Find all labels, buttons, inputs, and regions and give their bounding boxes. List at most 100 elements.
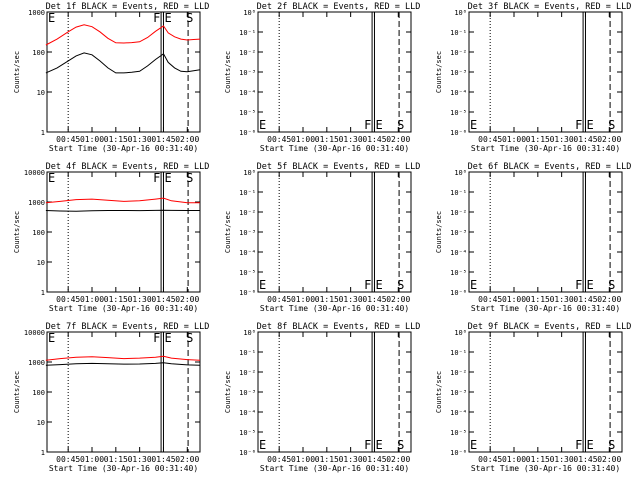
- marker-label: E: [164, 171, 171, 185]
- marker-label: F: [575, 118, 582, 132]
- x-tick-label: 01:45: [573, 295, 597, 304]
- x-tick-label: 01:45: [362, 295, 386, 304]
- y-tick-label: 10⁻³: [239, 389, 256, 397]
- y-tick-label: 10⁻⁵: [239, 109, 256, 117]
- y-tick-label: 10⁻¹: [450, 189, 467, 197]
- plot-frame: [468, 171, 623, 293]
- x-tick-label: 01:15: [104, 455, 128, 464]
- y-tick-label: 10⁻²: [450, 209, 467, 217]
- y-tick-label: 10⁻³: [450, 69, 467, 77]
- panel-det-5: Det 5f BLACK = Events, RED = LLD 10⁻⁶ 10⁻⁵…: [224, 162, 420, 313]
- y-axis-label: Counts/sec: [435, 371, 443, 413]
- marker-label: E: [586, 118, 593, 132]
- x-axis-label: Start Time (30-Apr-16 00:31:40): [471, 464, 620, 473]
- x-tick-label: 01:30: [339, 295, 363, 304]
- y-tick-label: 10⁻³: [239, 69, 256, 77]
- marker-label: S: [186, 11, 193, 25]
- panel-title: Det 8f BLACK = Events, RED = LLD: [257, 322, 421, 332]
- x-tick-label: 01:00: [502, 455, 526, 464]
- marker-label: S: [608, 438, 615, 452]
- panel-title: Det 3f BLACK = Events, RED = LLD: [468, 2, 632, 12]
- y-tick-label: 10⁻⁵: [450, 429, 467, 437]
- x-tick-label: 01:30: [550, 295, 574, 304]
- y-tick-label: 1000: [28, 9, 45, 17]
- marker-label: F: [575, 438, 582, 452]
- x-axis-label: Start Time (30-Apr-16 00:31:40): [49, 304, 198, 313]
- x-tick-label: 02:00: [175, 295, 199, 304]
- panel-title: Det 1f BLACK = Events, RED = LLD: [46, 2, 210, 12]
- panel-det-7: Det 7f BLACK = Events, RED = LLD 1 10 100 10…: [13, 322, 209, 473]
- x-tick-label: 00:45: [267, 295, 291, 304]
- panel-det-9: Det 9f BLACK = Events, RED = LLD 10⁻⁶ 10⁻⁵…: [435, 322, 631, 473]
- y-axis-label: Counts/sec: [435, 211, 443, 253]
- y-tick-label: 10⁻⁴: [239, 409, 256, 417]
- x-tick-label: 01:15: [315, 135, 339, 144]
- y-tick-label: 10⁻⁶: [239, 449, 256, 457]
- y-axis-label: Counts/sec: [435, 51, 443, 93]
- x-tick-label: 01:15: [526, 455, 550, 464]
- x-tick-label: 02:00: [386, 455, 410, 464]
- panel-det-4: Det 4f BLACK = Events, RED = LLD 1 10 100 10…: [13, 162, 209, 313]
- x-axis-label: Start Time (30-Apr-16 00:31:40): [260, 464, 409, 473]
- x-tick-label: 02:00: [597, 135, 621, 144]
- panel-det-1: Det 1f BLACK = Events, RED = LLD 1 10 100 10…: [13, 2, 209, 153]
- y-tick-label: 1: [41, 129, 45, 137]
- panel-title: Det 5f BLACK = Events, RED = LLD: [257, 162, 421, 172]
- x-tick-label: 02:00: [597, 455, 621, 464]
- y-axis-label: Counts/sec: [13, 51, 21, 93]
- plot-frame: [46, 331, 201, 453]
- marker-label: E: [48, 171, 55, 185]
- x-axis-label: Start Time (30-Apr-16 00:31:40): [49, 144, 198, 153]
- y-tick-label: 10⁻¹: [450, 349, 467, 357]
- marker-label: E: [375, 118, 382, 132]
- x-tick-label: 01:45: [573, 135, 597, 144]
- x-tick-label: 00:45: [478, 455, 502, 464]
- marker-label: F: [153, 171, 160, 185]
- marker-label: E: [259, 438, 266, 452]
- y-tick-label: 10⁰: [243, 169, 256, 177]
- marker-label: S: [186, 331, 193, 345]
- panel-det-3: Det 3f BLACK = Events, RED = LLD 10⁻⁶ 10⁻⁵…: [435, 2, 631, 153]
- marker-label: E: [259, 278, 266, 292]
- y-tick-label: 10⁻¹: [239, 29, 256, 37]
- marker-label: E: [470, 438, 477, 452]
- x-tick-label: 01:45: [151, 455, 175, 464]
- y-tick-label: 10⁻⁵: [239, 429, 256, 437]
- x-tick-label: 01:00: [502, 135, 526, 144]
- x-tick-label: 01:15: [104, 295, 128, 304]
- x-tick-label: 01:15: [315, 295, 339, 304]
- x-tick-label: 01:30: [128, 135, 152, 144]
- panel-title: Det 7f BLACK = Events, RED = LLD: [46, 322, 210, 332]
- y-axis-label: Counts/sec: [224, 51, 232, 93]
- y-tick-label: 10000: [24, 169, 45, 177]
- x-tick-label: 01:00: [80, 135, 104, 144]
- y-tick-label: 1000: [28, 359, 45, 367]
- y-tick-label: 10⁻⁴: [450, 409, 467, 417]
- x-tick-label: 02:00: [175, 135, 199, 144]
- y-tick-label: 10⁻⁵: [239, 269, 256, 277]
- plot-frame: [468, 11, 623, 133]
- x-tick-label: 01:45: [573, 455, 597, 464]
- y-tick-label: 10⁻⁵: [450, 109, 467, 117]
- plot-frame: [46, 171, 201, 293]
- x-tick-label: 00:45: [56, 135, 80, 144]
- marker-label: S: [397, 118, 404, 132]
- x-axis-label: Start Time (30-Apr-16 00:31:40): [471, 144, 620, 153]
- y-tick-label: 1000: [28, 199, 45, 207]
- x-axis-label: Start Time (30-Apr-16 00:31:40): [471, 304, 620, 313]
- marker-label: E: [375, 278, 382, 292]
- y-tick-label: 10: [37, 89, 45, 97]
- marker-label: E: [48, 331, 55, 345]
- y-tick-label: 10⁰: [243, 9, 256, 17]
- marker-label: S: [397, 278, 404, 292]
- y-tick-label: 10⁻¹: [239, 189, 256, 197]
- marker-label: E: [259, 118, 266, 132]
- y-axis-label: Counts/sec: [13, 211, 21, 253]
- y-tick-label: 10⁻⁶: [239, 289, 256, 297]
- marker-label: E: [470, 118, 477, 132]
- x-tick-label: 01:00: [291, 135, 315, 144]
- y-tick-label: 10: [37, 419, 45, 427]
- y-tick-label: 10⁻⁴: [450, 89, 467, 97]
- x-tick-label: 01:00: [291, 455, 315, 464]
